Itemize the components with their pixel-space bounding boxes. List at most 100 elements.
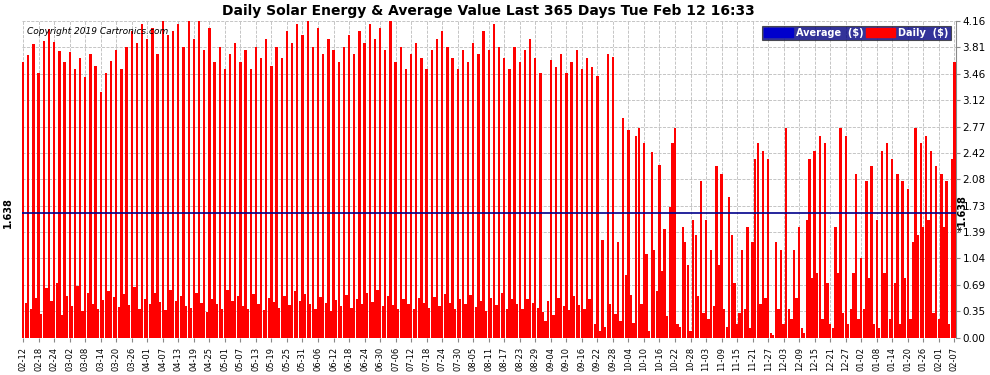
- Bar: [203, 50, 205, 338]
- Bar: [22, 62, 25, 338]
- Bar: [421, 58, 423, 338]
- Bar: [697, 296, 699, 338]
- Bar: [942, 227, 945, 338]
- Bar: [676, 324, 679, 338]
- Bar: [873, 324, 875, 338]
- Bar: [687, 265, 689, 338]
- Bar: [594, 324, 596, 338]
- Bar: [806, 219, 808, 338]
- Bar: [940, 174, 942, 338]
- Bar: [570, 62, 572, 338]
- Bar: [756, 143, 759, 338]
- Bar: [296, 24, 299, 338]
- Bar: [423, 303, 426, 338]
- Bar: [174, 301, 177, 338]
- Bar: [291, 43, 293, 338]
- Bar: [153, 292, 156, 338]
- Bar: [123, 294, 125, 338]
- Bar: [679, 327, 681, 338]
- Bar: [822, 318, 824, 338]
- Bar: [936, 166, 938, 338]
- Title: Daily Solar Energy & Average Value Last 365 Days Tue Feb 12 16:33: Daily Solar Energy & Average Value Last …: [223, 4, 755, 18]
- Bar: [144, 299, 146, 338]
- Bar: [953, 62, 955, 338]
- Bar: [909, 319, 912, 338]
- Bar: [498, 46, 500, 338]
- Bar: [506, 309, 508, 338]
- Bar: [795, 298, 798, 338]
- Bar: [320, 297, 322, 338]
- Bar: [387, 296, 389, 338]
- Bar: [544, 321, 546, 338]
- Bar: [242, 306, 245, 338]
- Bar: [912, 242, 914, 338]
- Bar: [601, 240, 604, 338]
- Bar: [666, 316, 668, 338]
- Bar: [428, 308, 431, 338]
- Bar: [461, 50, 464, 338]
- Bar: [896, 174, 899, 338]
- Bar: [710, 250, 713, 338]
- Bar: [341, 306, 343, 338]
- Bar: [260, 58, 262, 338]
- Bar: [40, 314, 43, 338]
- Bar: [164, 310, 166, 338]
- Bar: [280, 58, 283, 338]
- Bar: [288, 305, 291, 338]
- Bar: [591, 67, 593, 338]
- Bar: [713, 306, 715, 338]
- Bar: [663, 230, 666, 338]
- Bar: [529, 39, 532, 338]
- Bar: [193, 39, 195, 338]
- Bar: [50, 301, 52, 338]
- Bar: [456, 69, 458, 338]
- Bar: [902, 182, 904, 338]
- Text: 1.638: 1.638: [3, 197, 13, 228]
- Bar: [270, 66, 272, 338]
- Bar: [55, 283, 58, 338]
- Bar: [803, 333, 806, 338]
- Bar: [645, 254, 647, 338]
- Bar: [97, 309, 99, 338]
- Text: *1.638: *1.638: [957, 195, 967, 231]
- Bar: [922, 227, 925, 338]
- Bar: [394, 62, 397, 338]
- Bar: [560, 54, 562, 338]
- Bar: [448, 303, 451, 338]
- Bar: [622, 118, 625, 338]
- Bar: [516, 304, 519, 338]
- Bar: [761, 151, 764, 338]
- Bar: [899, 324, 901, 338]
- Bar: [402, 300, 405, 338]
- Bar: [273, 302, 275, 338]
- Bar: [793, 250, 795, 338]
- Bar: [227, 290, 229, 338]
- Bar: [89, 54, 91, 338]
- Bar: [790, 319, 793, 338]
- Bar: [38, 72, 40, 338]
- Bar: [333, 50, 335, 338]
- Bar: [136, 43, 139, 338]
- Bar: [167, 35, 169, 338]
- Bar: [301, 35, 304, 338]
- Bar: [267, 298, 270, 338]
- Bar: [920, 143, 922, 338]
- Bar: [335, 300, 338, 338]
- Bar: [705, 219, 707, 338]
- Bar: [190, 308, 192, 338]
- Bar: [746, 227, 748, 338]
- Bar: [832, 328, 834, 338]
- Bar: [948, 324, 950, 338]
- Bar: [366, 293, 368, 338]
- Bar: [878, 328, 880, 338]
- Bar: [418, 298, 420, 338]
- Bar: [76, 286, 78, 338]
- Bar: [185, 306, 187, 338]
- Bar: [780, 250, 782, 338]
- Bar: [431, 50, 433, 338]
- Bar: [309, 304, 312, 338]
- Bar: [79, 58, 81, 338]
- Bar: [609, 304, 612, 338]
- Bar: [480, 301, 482, 338]
- Bar: [206, 312, 208, 338]
